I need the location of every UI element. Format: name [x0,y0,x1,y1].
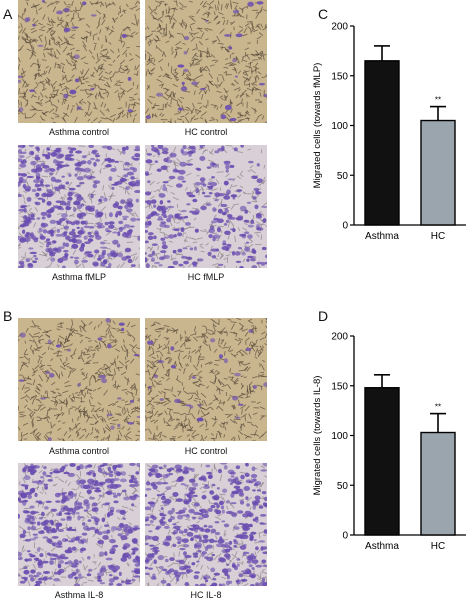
micrograph-asthma-control-b [18,318,140,441]
chart-c-ytick-label: 150 [331,71,348,82]
chart-d-ytick-label: 0 [342,531,348,542]
chart-d-ylabel: Migrated cells (towards IL-8) [312,376,323,496]
chart-c-ytick-label: 100 [331,121,348,132]
panel-letter-d: D [318,308,329,324]
chart-d-significance-label: ** [435,403,441,412]
caption-asthma-control-b: Asthma control [48,446,110,456]
chart-d-ytick-label: 200 [331,332,348,343]
chart-d-xtick-label: Asthma [365,541,399,552]
caption-hc-il8: HC IL-8 [190,590,222,600]
chart-c: 0 50 100 150 200 Migrated cells (towards fMLP… [306,20,474,270]
chart-d: 0 50 100 150 200 Migrated cells (towards IL-8… [306,330,474,580]
caption-hc-control-b: HC control [184,446,228,456]
micrograph-hc-control-a [145,0,267,123]
micrograph-asthma-control-a [18,0,140,123]
chart-c-xtick-label: HC [431,231,445,242]
micrograph-hc-control-b [145,318,267,441]
micrograph-hc-il8 [145,463,267,586]
caption-asthma-il8: Asthma IL-8 [54,590,104,600]
chart-c-ylabel: Migrated cells (towards fMLP) [312,63,323,189]
chart-d-xtick-label: HC [431,541,445,552]
chart-c-bar-hc [420,119,456,226]
chart-c-ytick-label: 0 [342,221,348,232]
chart-d-ytick-label: 150 [331,381,348,392]
chart-c-ytick-label: 50 [337,171,349,182]
chart-d-bar-hc [420,431,456,536]
chart-c-ytick-label: 200 [331,22,348,33]
panel-letter-b: B [3,308,13,324]
chart-d-ytick-label: 50 [337,481,349,492]
caption-hc-control-a: HC control [184,127,228,137]
chart-c-bar-asthma [364,60,400,226]
caption-asthma-control-a: Asthma control [48,127,110,137]
caption-asthma-fmlp: Asthma fMLP [51,272,107,282]
chart-d-ytick-label: 100 [331,431,348,442]
chart-d-svg: 0 50 100 150 200 Migrated cells (towards IL-8… [312,332,466,552]
micrograph-asthma-fmlp [18,145,140,268]
caption-hc-fmlp: HC fMLP [187,272,225,282]
micrograph-hc-fmlp [145,145,267,268]
chart-c-svg: 0 50 100 150 200 Migrated cells (towards fMLP… [312,22,466,242]
panel-letter-a: A [3,6,13,22]
panel-letter-c: C [318,6,329,22]
chart-d-bar-asthma [364,387,400,536]
micrograph-asthma-il8 [18,463,140,586]
chart-c-xtick-label: Asthma [365,231,399,242]
chart-c-significance-label: ** [435,96,441,105]
